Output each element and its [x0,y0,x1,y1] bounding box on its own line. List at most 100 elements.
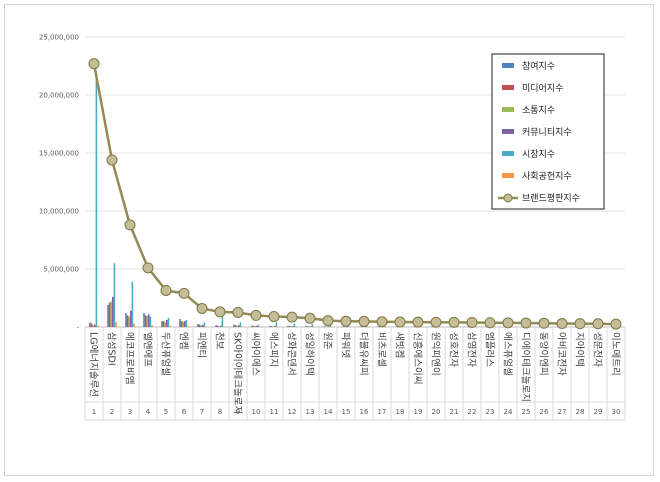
legend-swatch [502,85,514,90]
bar-참여지수 [467,326,469,328]
category-rank: 4 [146,408,151,416]
category-label: 지아이텍 [574,332,585,367]
category-rank: 23 [486,408,495,416]
category-label: 더블유씨피 [358,332,369,376]
category-label: 새빗켐 [394,332,406,358]
line-point [376,316,388,328]
line-point [250,309,262,321]
bar-커뮤니티지수 [148,314,150,327]
bar-미디어지수 [342,326,345,328]
bar-참여지수 [251,325,253,327]
category-label: 엠플러스 [484,332,496,367]
bar-시장지수 [131,281,134,327]
category-rank: 5 [164,408,168,416]
bar-커뮤니티지수 [346,326,348,328]
line-point [610,318,622,330]
bar-사회공헌지수 [331,326,333,328]
line-point [538,317,550,329]
bar-사회공헌지수 [421,326,423,328]
y-tick-label: 15,000,000 [39,150,79,158]
category-label: 피엔티 [196,332,207,358]
bar-소통지수 [164,322,166,327]
bar-참여지수 [431,326,433,328]
bar-커뮤니티지수 [292,326,294,327]
category-label: 에코프로비엠 [124,332,136,384]
category-label: LG에너지솔루션 [88,332,99,397]
bar-커뮤니티지수 [130,310,132,327]
bar-커뮤니티지수 [256,325,258,327]
bar-사회공헌지수 [547,326,549,328]
bar-소통지수 [218,326,220,327]
bar-참여지수 [503,326,505,328]
bar-시장지수 [95,74,98,328]
bar-시장지수 [311,324,314,327]
category-rank: 16 [360,408,369,416]
category-rank: 1 [92,408,96,416]
bar-시장지수 [221,316,224,327]
bar-커뮤니티지수 [184,321,186,327]
category-rank: 27 [558,408,567,416]
bar-참여지수 [269,325,271,327]
bar-참여지수 [125,313,127,327]
bar-소통지수 [362,326,364,328]
category-label: 신흥에스이씨 [412,332,424,384]
category-rank: 26 [540,408,549,416]
category-rank: 18 [396,408,405,416]
legend-swatch [502,151,514,156]
legend-label: 브랜드평판지수 [522,193,580,204]
bar-미디어지수 [288,326,291,327]
category-rank: 8 [218,408,222,416]
category-rank: 12 [288,408,297,416]
bar-미디어지수 [144,315,147,327]
legend-label: 참여지수 [522,60,555,72]
bar-사회공헌지수 [277,326,279,328]
bar-참여지수 [89,322,91,327]
category-rank: 13 [306,408,315,416]
bar-시장지수 [149,316,152,327]
bar-커뮤니티지수 [220,325,222,327]
bar-시장지수 [329,325,332,327]
bar-소통지수 [344,326,346,328]
bar-사회공헌지수 [403,326,405,328]
legend-label: 시장지수 [522,149,555,160]
line-point [412,316,424,328]
category-label: 원익피앤이 [430,332,442,376]
category-rank: 3 [128,408,132,416]
bar-사회공헌지수 [385,326,387,328]
line-point [448,316,460,328]
bar-사회공헌지수 [187,325,189,327]
bar-커뮤니티지수 [310,326,312,327]
bar-미디어지수 [234,325,237,327]
line-point [214,306,226,318]
line-point [160,284,172,296]
bar-커뮤니티지수 [112,296,114,327]
bar-시장지수 [257,324,260,327]
line-point [520,317,532,329]
bar-소통지수 [92,325,94,327]
category-rank: 21 [450,408,459,416]
bar-미디어지수 [270,326,273,327]
category-rank: 25 [522,408,531,416]
bar-미디어지수 [198,324,201,327]
bar-시장지수 [203,322,206,327]
bar-사회공헌지수 [511,326,513,328]
category-label: 씨아이에스 [250,332,261,376]
line-point [340,315,352,327]
bar-미디어지수 [108,302,111,327]
line-point [304,312,316,324]
line-point [178,287,190,299]
category-rank: 17 [378,408,387,416]
category-label: 삼영전자 [466,332,477,367]
line-point [466,316,478,328]
bar-커뮤니티지수 [166,320,168,327]
category-label: 이노메트리 [610,332,621,376]
line-point [592,318,604,330]
bar-소통지수 [308,326,310,327]
bar-사회공헌지수 [457,326,459,328]
category-rank: 10 [252,408,261,416]
bar-참여지수 [377,326,379,327]
category-label: 상화콘덴서 [286,332,297,376]
bar-사회공헌지수 [169,325,171,327]
legend-label: 사회공헌지수 [522,171,572,182]
category-label: 에스피지 [268,332,279,367]
